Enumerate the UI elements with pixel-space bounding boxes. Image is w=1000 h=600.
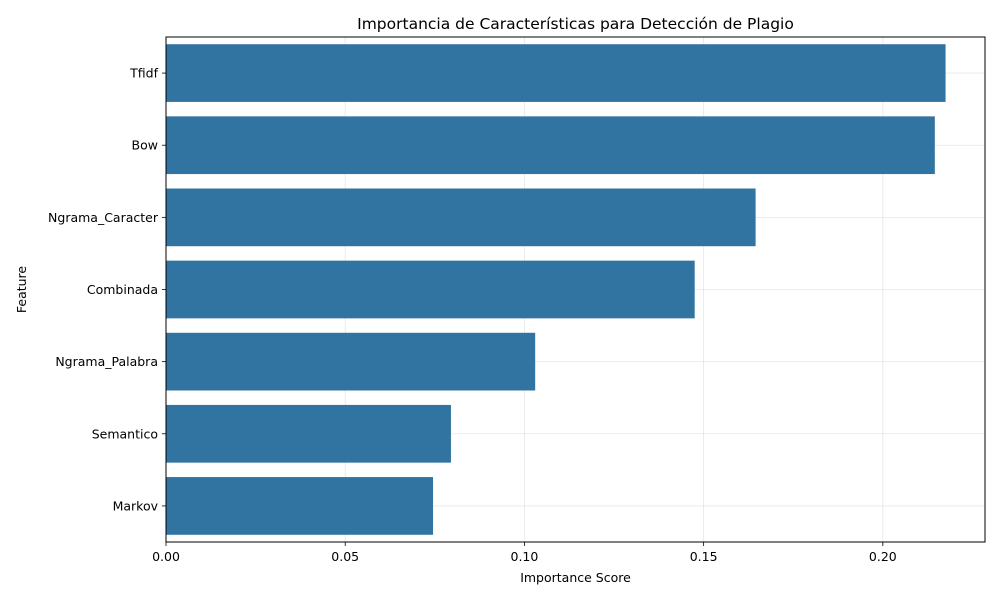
- y-tick-label: Combinada: [87, 282, 158, 297]
- x-tick-label: 0.05: [331, 549, 359, 564]
- y-tick-label: Bow: [132, 138, 158, 153]
- bar-bow: [166, 116, 935, 175]
- y-axis-label: Feature: [14, 266, 29, 314]
- chart-title: Importancia de Características para Dete…: [357, 15, 794, 33]
- y-tick-label: Ngrama_Palabra: [55, 354, 158, 369]
- y-tick-label: Markov: [113, 498, 159, 513]
- bar-ngrama-palabra: [166, 332, 536, 391]
- bar-semantico: [166, 404, 451, 463]
- x-axis-ticks: 0.00 0.05 0.10 0.15 0.20: [152, 542, 897, 564]
- x-tick-label: 0.15: [690, 549, 718, 564]
- y-tick-label: Tfidf: [129, 66, 158, 81]
- bars-group: [166, 44, 946, 535]
- bar-combinada: [166, 260, 695, 319]
- x-tick-label: 0.10: [511, 549, 539, 564]
- x-tick-label: 0.20: [869, 549, 897, 564]
- bar-markov: [166, 477, 434, 535]
- bar-tfidf: [166, 44, 946, 102]
- x-tick-label: 0.00: [152, 549, 180, 564]
- bar-ngrama-caracter: [166, 188, 756, 247]
- y-axis-ticks: Tfidf Bow Ngrama_Caracter Combinada Ngrama_P…: [48, 66, 166, 513]
- y-tick-label: Semantico: [92, 426, 158, 441]
- y-tick-label: Ngrama_Caracter: [48, 210, 159, 225]
- x-axis-label: Importance Score: [520, 570, 631, 585]
